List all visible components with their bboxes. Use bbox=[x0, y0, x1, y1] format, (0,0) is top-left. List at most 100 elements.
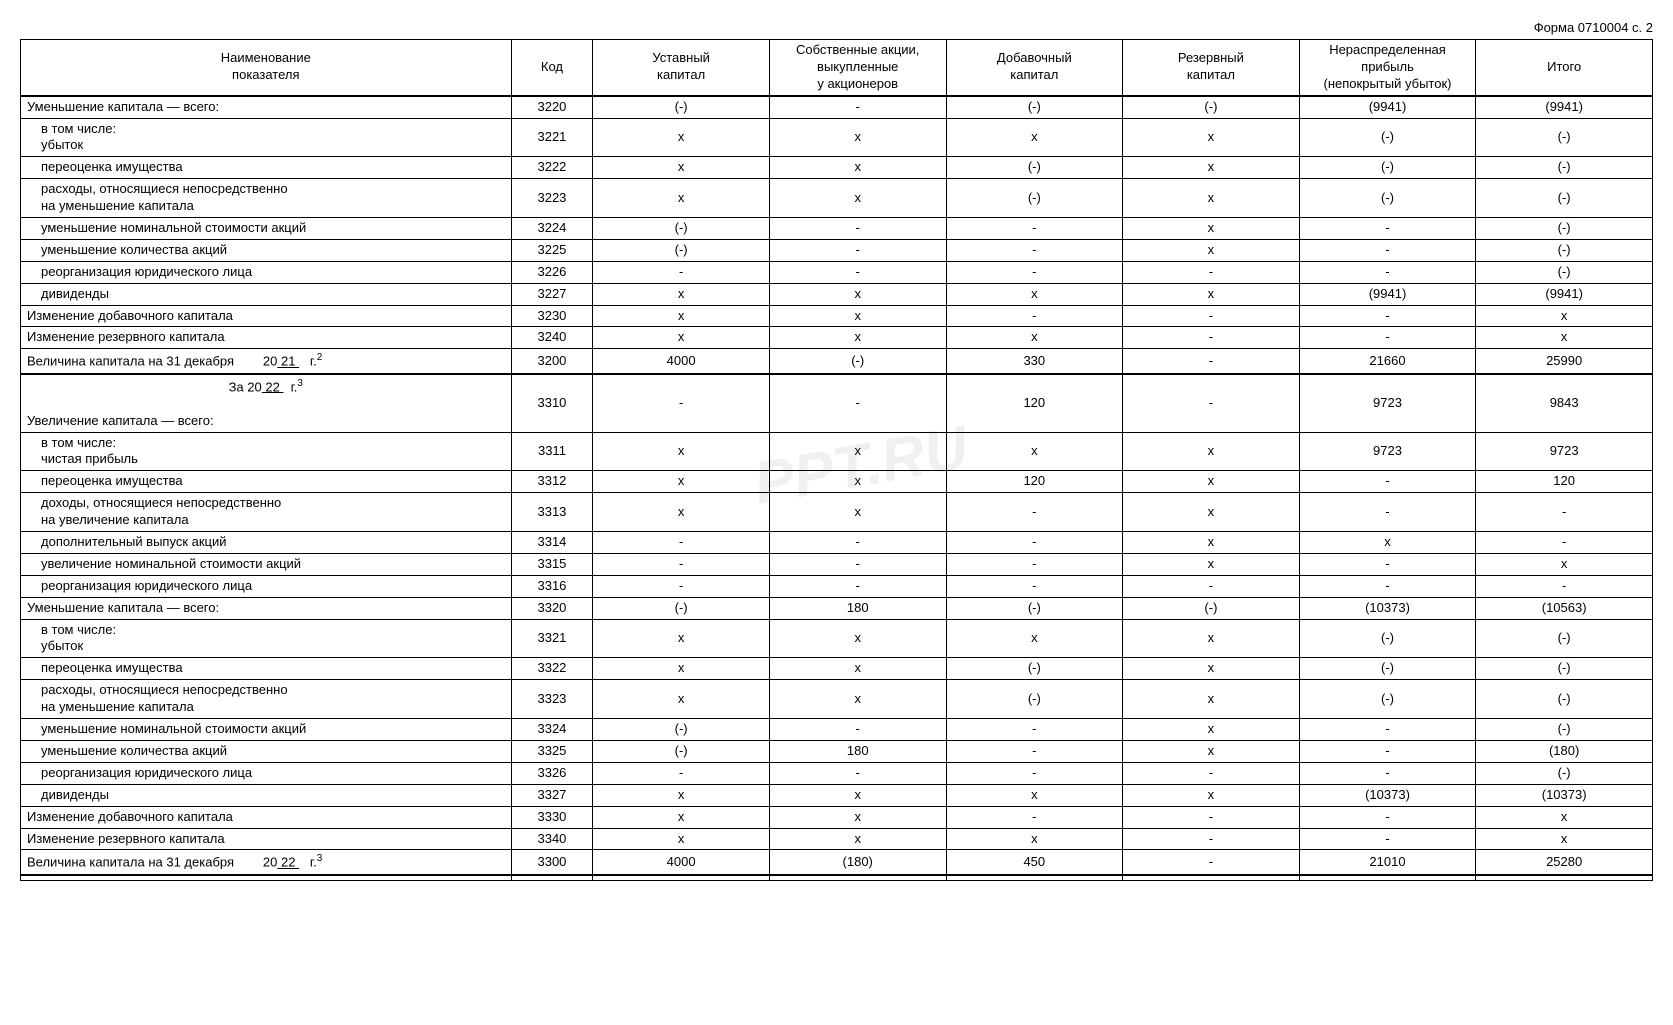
row-code bbox=[511, 875, 593, 881]
row-value: - bbox=[769, 261, 946, 283]
row-name: дивиденды bbox=[21, 283, 512, 305]
row-code: 3222 bbox=[511, 157, 593, 179]
row-value: - bbox=[593, 261, 770, 283]
row-value: х bbox=[769, 658, 946, 680]
table-row: уменьшение номинальной стоимости акций32… bbox=[21, 218, 1653, 240]
row-value: х bbox=[769, 118, 946, 157]
row-value: - bbox=[769, 575, 946, 597]
row-value: - bbox=[1123, 828, 1300, 850]
row-code: 3314 bbox=[511, 532, 593, 554]
row-value: х bbox=[1123, 493, 1300, 532]
row-value: (-) bbox=[946, 597, 1123, 619]
row-value: х bbox=[593, 283, 770, 305]
row-code: 3326 bbox=[511, 762, 593, 784]
row-value: 4000 bbox=[593, 349, 770, 374]
row-value: 180 bbox=[769, 740, 946, 762]
table-row: переоценка имущества3222хх(-)х(-)(-) bbox=[21, 157, 1653, 179]
row-code: 3327 bbox=[511, 784, 593, 806]
table-row: реорганизация юридического лица3226-----… bbox=[21, 261, 1653, 283]
row-value: х bbox=[1123, 719, 1300, 741]
row-name: доходы, относящиеся непосредственнона ув… bbox=[21, 493, 512, 532]
row-value: х bbox=[593, 305, 770, 327]
row-code: 3224 bbox=[511, 218, 593, 240]
row-value: - bbox=[769, 553, 946, 575]
row-value: (-) bbox=[1299, 157, 1476, 179]
row-name: уменьшение номинальной стоимости акций bbox=[21, 218, 512, 240]
row-code: 3316 bbox=[511, 575, 593, 597]
row-name: расходы, относящиеся непосредственнона у… bbox=[21, 680, 512, 719]
table-row: в том числе:убыток3321хххх(-)(-) bbox=[21, 619, 1653, 658]
row-value: (-) bbox=[1123, 597, 1300, 619]
row-value: 4000 bbox=[593, 850, 770, 875]
row-value: - bbox=[946, 762, 1123, 784]
table-row: Величина капитала на 31 декабря 20 22 г.… bbox=[21, 850, 1653, 875]
row-value: (10373) bbox=[1476, 784, 1653, 806]
table-row: уменьшение количества акций3225(-)--х-(-… bbox=[21, 239, 1653, 261]
table-row: Изменение добавочного капитала3330хх---х bbox=[21, 806, 1653, 828]
table-row: Изменение резервного капитала3240ххх--х bbox=[21, 327, 1653, 349]
row-code: 3227 bbox=[511, 283, 593, 305]
header-c6: Итого bbox=[1476, 40, 1653, 96]
row-name: Величина капитала на 31 декабря 20 22 г.… bbox=[21, 850, 512, 875]
table-row: переоценка имущества3322хх(-)х(-)(-) bbox=[21, 658, 1653, 680]
row-value: х bbox=[769, 828, 946, 850]
header-c4: Резервныйкапитал bbox=[1123, 40, 1300, 96]
row-value: (-) bbox=[593, 218, 770, 240]
row-value: - bbox=[946, 740, 1123, 762]
row-name: в том числе:убыток bbox=[21, 118, 512, 157]
table-row: переоценка имущества3312хх120х-120 bbox=[21, 471, 1653, 493]
row-code: 3324 bbox=[511, 719, 593, 741]
row-value: - bbox=[593, 374, 770, 433]
row-value: 21660 bbox=[1299, 349, 1476, 374]
row-value: х bbox=[1123, 283, 1300, 305]
row-value: - bbox=[946, 806, 1123, 828]
table-row bbox=[21, 875, 1653, 881]
row-value: 120 bbox=[946, 374, 1123, 433]
row-value: - bbox=[769, 762, 946, 784]
row-value: х bbox=[1123, 179, 1300, 218]
table-row: доходы, относящиеся непосредственнона ув… bbox=[21, 493, 1653, 532]
row-value: (-) bbox=[1299, 179, 1476, 218]
table-row: реорганизация юридического лица3326-----… bbox=[21, 762, 1653, 784]
row-value: х bbox=[1476, 828, 1653, 850]
row-value: - bbox=[1299, 239, 1476, 261]
row-value: (9941) bbox=[1299, 96, 1476, 118]
row-value: х bbox=[769, 680, 946, 719]
row-value: х bbox=[946, 784, 1123, 806]
row-value: (-) bbox=[1299, 680, 1476, 719]
row-value: х bbox=[593, 619, 770, 658]
row-value: - bbox=[593, 575, 770, 597]
row-value: (-) bbox=[1299, 619, 1476, 658]
row-value: - bbox=[1123, 305, 1300, 327]
row-value: - bbox=[1123, 806, 1300, 828]
row-value: х bbox=[1123, 784, 1300, 806]
row-value: (-) bbox=[1476, 261, 1653, 283]
table-row: За 20 22 г.3Увеличение капитала — всего:… bbox=[21, 374, 1653, 433]
table-row: в том числе:чистая прибыль3311хххх972397… bbox=[21, 432, 1653, 471]
row-value: - bbox=[1299, 719, 1476, 741]
row-value: - bbox=[1299, 553, 1476, 575]
row-value: (-) bbox=[593, 719, 770, 741]
row-value: - bbox=[1299, 471, 1476, 493]
row-value: (-) bbox=[1476, 719, 1653, 741]
row-value: х bbox=[593, 493, 770, 532]
row-value: х bbox=[593, 179, 770, 218]
row-value: 9723 bbox=[1299, 374, 1476, 433]
header-code: Код bbox=[511, 40, 593, 96]
row-code: 3315 bbox=[511, 553, 593, 575]
row-value: 25280 bbox=[1476, 850, 1653, 875]
row-code: 3221 bbox=[511, 118, 593, 157]
table-row: увеличение номинальной стоимости акций33… bbox=[21, 553, 1653, 575]
row-value: - bbox=[1299, 261, 1476, 283]
row-name: реорганизация юридического лица bbox=[21, 261, 512, 283]
row-value: (-) bbox=[1123, 96, 1300, 118]
form-title: Форма 0710004 с. 2 bbox=[20, 20, 1653, 35]
row-value: - bbox=[769, 374, 946, 433]
row-code: 3225 bbox=[511, 239, 593, 261]
row-name: расходы, относящиеся непосредственнона у… bbox=[21, 179, 512, 218]
row-value: х bbox=[1476, 327, 1653, 349]
row-value: 180 bbox=[769, 597, 946, 619]
row-name: реорганизация юридического лица bbox=[21, 575, 512, 597]
row-value: 25990 bbox=[1476, 349, 1653, 374]
row-value: - bbox=[1299, 762, 1476, 784]
